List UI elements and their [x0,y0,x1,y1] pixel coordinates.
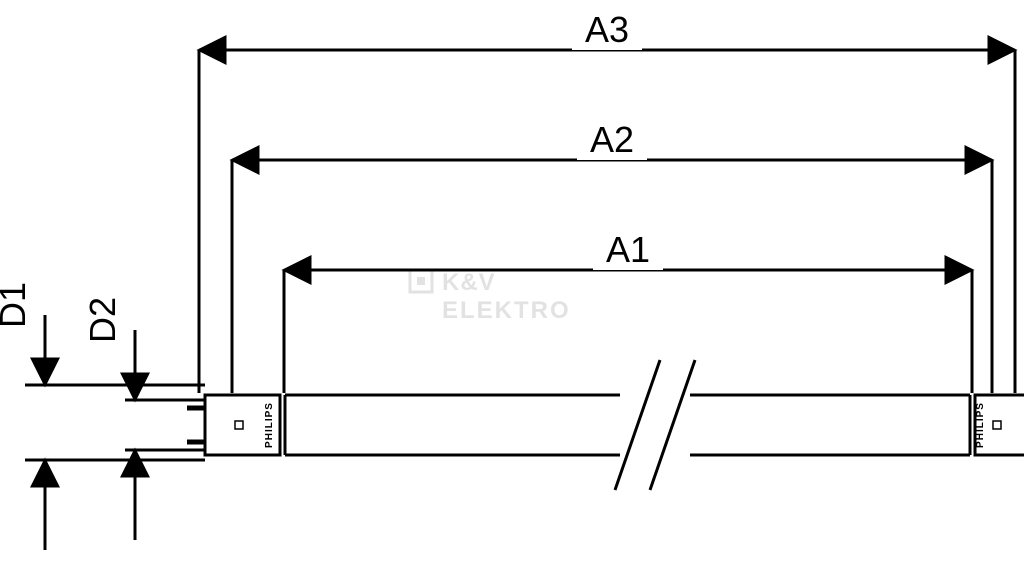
brand-label-left: PHILIPS [264,402,275,448]
dim-label-D2: D2 [82,297,123,343]
brand-label-right: PHILIPS [975,402,986,448]
dim-label-A1: A1 [606,229,650,270]
watermark: K&V ELEKTRO [410,269,571,324]
horizontal-dimensions: A3 A2 A1 [199,9,1015,393]
dim-label-A2: A2 [590,119,634,160]
dim-label-A3: A3 [585,9,629,50]
break-mark [615,360,660,490]
watermark-line2: ELEKTRO [442,297,571,324]
technical-drawing: K&V ELEKTRO A3 A2 A1 D1 D2 PHILIPS PHILIPS [0,0,1024,571]
watermark-line1: K&V [442,269,496,296]
vertical-dimensions: D1 D2 [0,282,205,550]
break-mark [650,360,695,490]
dim-label-D1: D1 [0,282,33,328]
tube-drawing: PHILIPS PHILIPS [187,360,1024,490]
